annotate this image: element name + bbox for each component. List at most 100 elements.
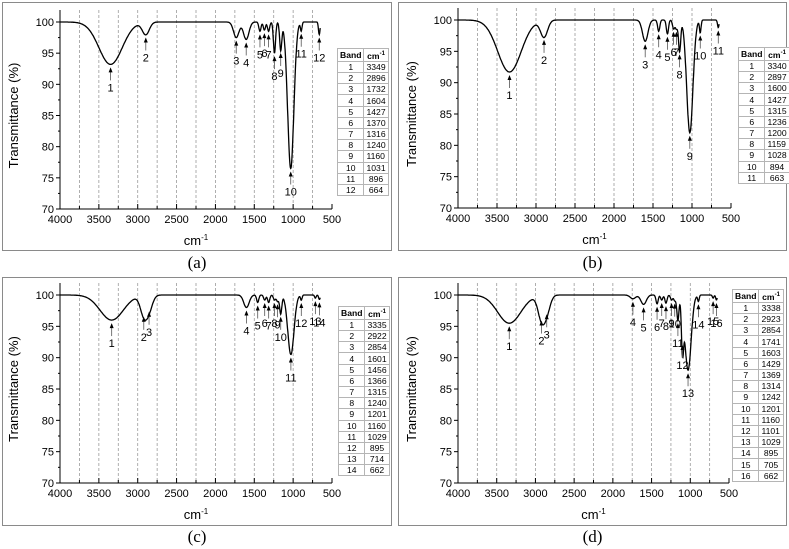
band-wavenumber: 1240 (363, 139, 389, 152)
peak-label: 7 (266, 49, 272, 61)
band-number: 4 (731, 335, 760, 348)
peak-label: 1 (109, 338, 115, 350)
y-tick-label: 90 (440, 78, 452, 90)
arrow-head-icon (539, 320, 544, 326)
band-number: 8 (731, 380, 760, 393)
band-wavenumber: 2922 (364, 330, 390, 343)
band-wavenumber: 714 (364, 453, 390, 466)
peak-label: 14 (313, 317, 325, 329)
band-number: 3 (737, 82, 766, 95)
x-tick-label: 1500 (242, 488, 266, 500)
arrow-head-icon (680, 345, 685, 350)
x-tick-label: 1500 (641, 213, 665, 225)
y-tick-label: 70 (440, 478, 452, 490)
band-number: 1 (731, 301, 760, 315)
band-number: 14 (337, 464, 366, 477)
arrow-head-icon (665, 36, 670, 42)
y-tick-label: 95 (42, 321, 54, 333)
table-row: 7 1315 (337, 385, 390, 399)
table-row: 7 1200 (737, 126, 789, 140)
table-row: 8 1240 (337, 397, 390, 410)
panel-caption: (c) (187, 527, 207, 546)
band-number: 2 (737, 71, 766, 84)
band-wavenumber: 1240 (364, 397, 390, 410)
arrow-head-icon (143, 37, 148, 43)
table-row: 2 2923 (731, 313, 784, 326)
table-row: 6 1366 (337, 374, 390, 387)
table-row: 7 1369 (731, 368, 784, 382)
band-wavenumber: 1600 (764, 82, 789, 95)
peak-label: 12 (295, 318, 307, 330)
band-wavenumber: 1429 (758, 357, 784, 370)
peak-label: 8 (677, 69, 683, 81)
peak-label: 10 (669, 319, 681, 331)
arrow-head-icon (544, 314, 549, 320)
table-row: 4 1604 (336, 94, 389, 107)
peak-label: 15 (707, 316, 719, 328)
band-number: 4 (737, 93, 766, 106)
table-row: 3 1732 (336, 83, 389, 96)
band-wavenumber: 1741 (758, 335, 784, 348)
peak-label: 2 (538, 336, 544, 348)
table-row: 5 1427 (336, 105, 389, 118)
peak-label: 6 (262, 318, 268, 330)
table-row: 6 1236 (737, 115, 789, 128)
arrow-head-icon (677, 54, 682, 60)
x-tick-label: 2000 (601, 488, 625, 500)
x-tick-label: 1500 (639, 488, 663, 500)
band-wavenumber: 1316 (363, 127, 389, 141)
x-tick-label: 3500 (87, 214, 111, 226)
y-tick-label: 75 (42, 173, 54, 185)
band-wavenumber: 2897 (764, 71, 789, 84)
band-wavenumber: 1603 (758, 346, 784, 359)
table-row: 5 1315 (737, 104, 789, 117)
band-number: 13 (337, 453, 366, 466)
band-number: 10 (737, 160, 766, 173)
peak-label: 4 (630, 317, 636, 329)
peak-label: 4 (656, 49, 662, 61)
band-table: Band cm-1 1 3335 2 2922 3 2854 4 1601 5 1456 6 1366 7 1… (337, 306, 390, 477)
band-wavenumber: 1160 (758, 413, 784, 426)
band-number: 6 (737, 115, 766, 128)
band-wavenumber: 1427 (363, 105, 389, 118)
table-row: 13 1029 (731, 436, 784, 449)
band-number: 9 (731, 391, 760, 404)
spectrum-line (60, 294, 321, 356)
band-number: 1 (336, 60, 365, 74)
peak-label: 7 (266, 321, 272, 333)
arrow-head-icon (711, 301, 716, 307)
panel-caption: (d) (582, 527, 603, 546)
peak-label: 11 (296, 49, 307, 61)
band-column-header: Band (731, 289, 760, 303)
band-number: 3 (336, 83, 365, 96)
peak-label: 6 (261, 48, 267, 60)
band-wavenumber: 1456 (364, 363, 390, 376)
arrow-head-icon (257, 34, 262, 40)
peak-label: 5 (664, 52, 670, 64)
band-wavenumber: 2854 (758, 324, 784, 337)
table-row: 8 1240 (336, 139, 389, 152)
arrow-head-icon (288, 357, 293, 363)
peak-label: 6 (671, 47, 677, 59)
band-wavenumber: 664 (363, 183, 389, 197)
y-axis-label: Transmittance (%) (6, 63, 21, 169)
arrow-head-icon (109, 323, 114, 329)
peak-label: 5 (257, 49, 263, 61)
wavenumber-column-header: cm-1 (364, 306, 390, 320)
table-row: 4 1601 (337, 352, 390, 365)
arrow-head-icon (317, 302, 322, 308)
x-tick-label: 1000 (678, 488, 702, 500)
y-tick-label: 70 (42, 204, 54, 216)
y-tick-label: 80 (440, 415, 452, 427)
peak-label: 12 (313, 52, 325, 64)
band-number: 13 (731, 436, 760, 449)
arrow-head-icon (669, 303, 674, 309)
x-tick-label: 3000 (523, 488, 547, 500)
arrow-head-icon (278, 53, 283, 59)
band-number: 12 (731, 424, 760, 438)
y-tick-label: 95 (440, 321, 452, 333)
panel-c: 70 75 80 85 90 95 100 4000 3500 3000 2500 2000 1500 1… (2, 277, 392, 549)
